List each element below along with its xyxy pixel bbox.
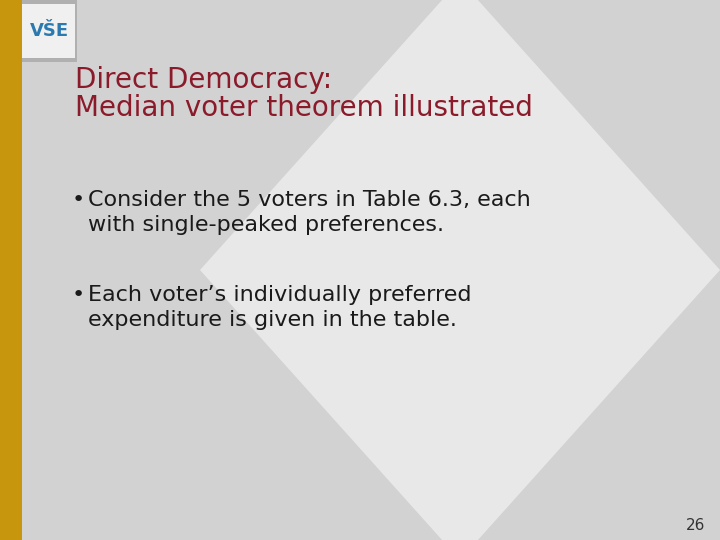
Bar (22, 0, 77, 62)
Bar (0, 0, 45, 62)
Bar (0, 0, 22, 540)
Text: Median voter theorem illustrated: Median voter theorem illustrated (75, 94, 533, 122)
Text: Consider the 5 voters in Table 6.3, each: Consider the 5 voters in Table 6.3, each (88, 190, 531, 210)
Text: expenditure is given in the table.: expenditure is given in the table. (88, 310, 457, 330)
Text: •: • (72, 190, 85, 210)
Text: with single-peaked preferences.: with single-peaked preferences. (88, 215, 444, 235)
Polygon shape (200, 0, 720, 540)
Text: Each voter’s individually preferred: Each voter’s individually preferred (88, 285, 472, 305)
Text: VŠE: VŠE (30, 22, 68, 40)
Bar (22, 4, 75, 58)
Text: Direct Democracy:: Direct Democracy: (75, 66, 332, 94)
Text: 26: 26 (685, 517, 705, 532)
Text: •: • (72, 285, 85, 305)
